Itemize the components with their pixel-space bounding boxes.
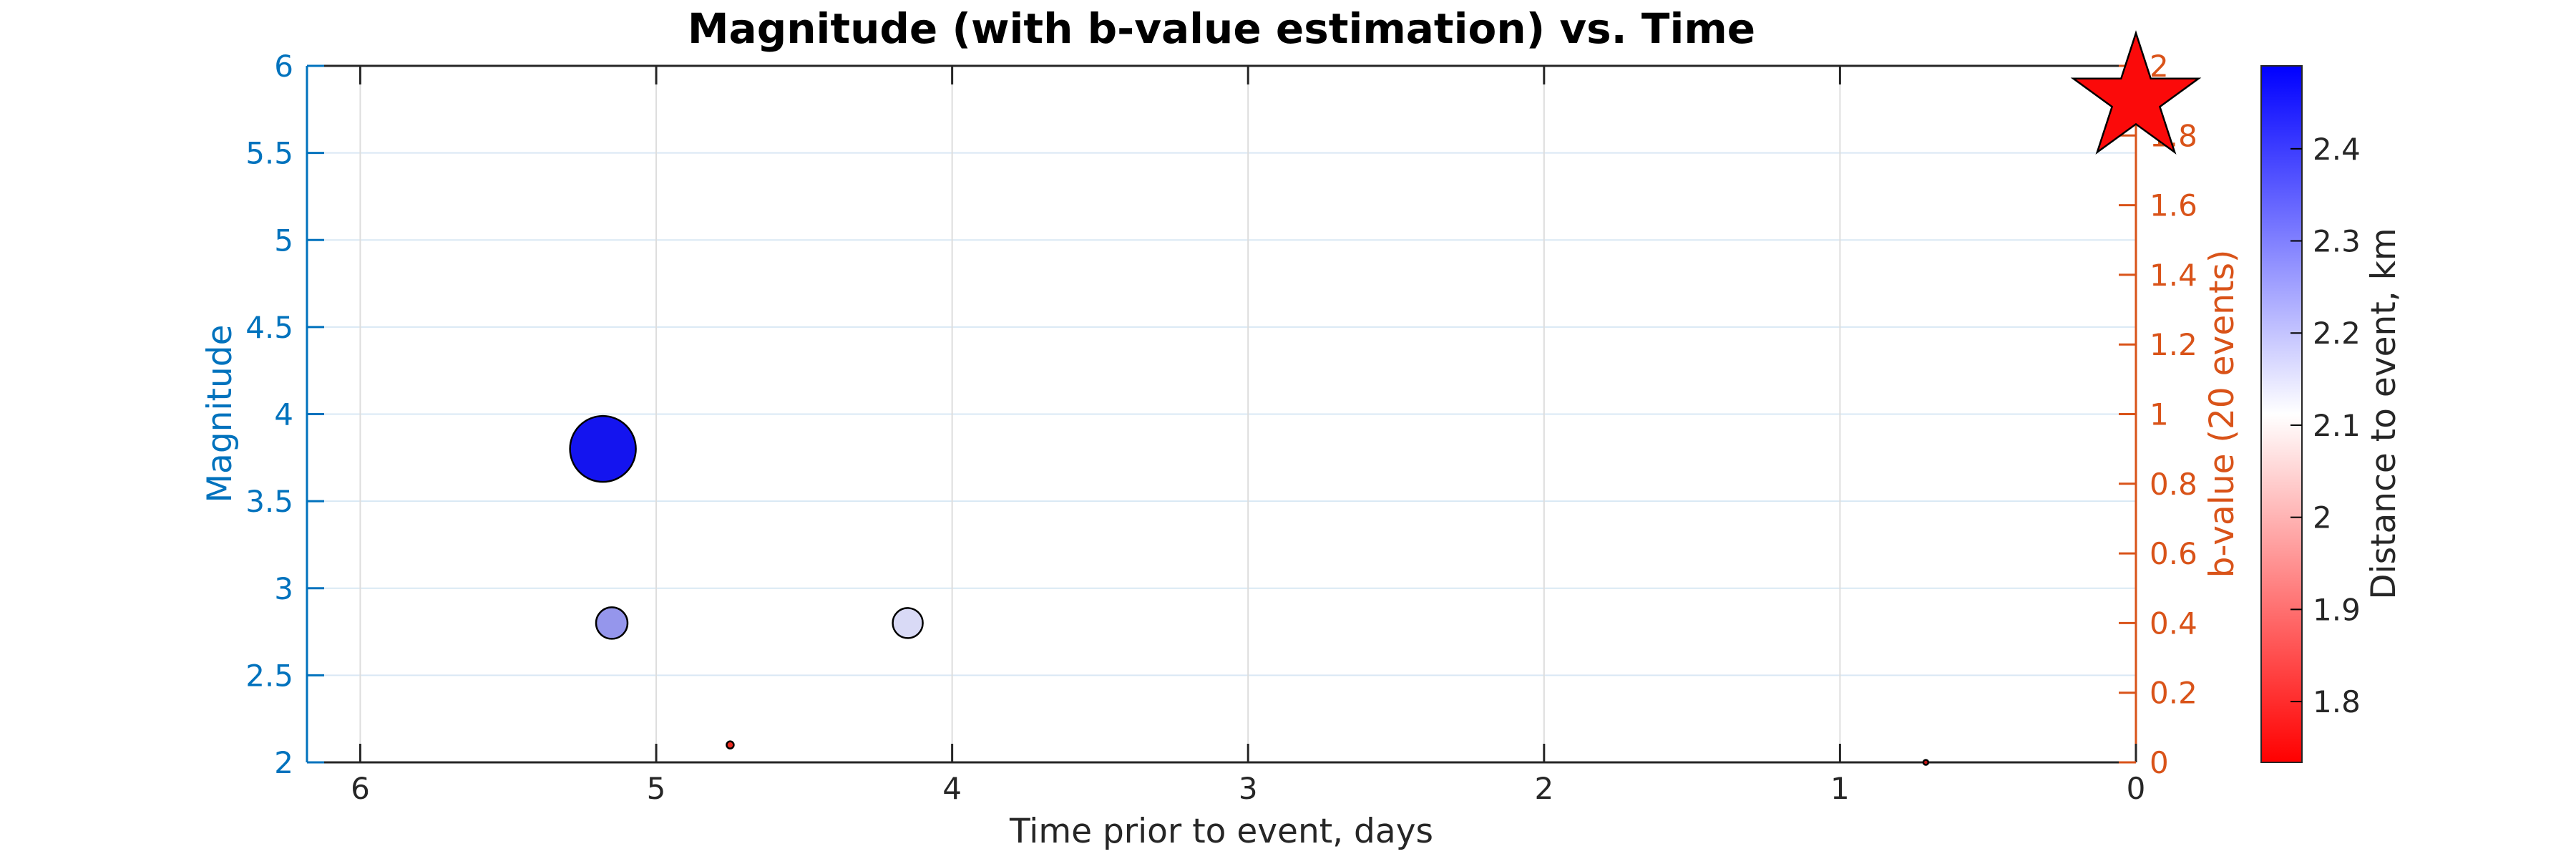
y-left-tick-label: 5 xyxy=(274,223,293,258)
y-right-tick-label: 0.2 xyxy=(2150,676,2197,711)
y-left-tick-label: 2 xyxy=(274,745,293,780)
x-tick-label: 3 xyxy=(1239,771,1258,806)
y-left-tick-label: 6 xyxy=(274,49,293,84)
y-right-tick-label: 1 xyxy=(2150,397,2169,432)
x-tick-label: 2 xyxy=(1534,771,1553,806)
x-tick-label: 5 xyxy=(647,771,666,806)
colorbar-tick-label: 2 xyxy=(2313,500,2332,535)
colorbar-tick-label: 2.1 xyxy=(2313,408,2361,443)
y-left-tick-label: 3.5 xyxy=(245,484,293,519)
colorbar-tick-label: 1.9 xyxy=(2313,592,2361,627)
chart-title: Magnitude (with b-value estimation) vs. … xyxy=(687,4,1756,53)
y-left-tick-label: 2.5 xyxy=(245,658,293,693)
x-tick-label: 4 xyxy=(942,771,962,806)
y-left-tick-label: 5.5 xyxy=(245,136,293,171)
x-tick-label: 0 xyxy=(2127,771,2146,806)
y-right-tick-label: 0.6 xyxy=(2150,536,2197,571)
data-point xyxy=(569,414,637,483)
colorbar-tick-label: 1.8 xyxy=(2313,684,2361,719)
data-point xyxy=(595,606,629,640)
y-right-tick-label: 0 xyxy=(2150,745,2169,780)
y-left-tick-label: 4.5 xyxy=(245,310,293,345)
y-right-tick-label: 1.4 xyxy=(2150,258,2197,293)
colorbar-tick-label: 2.4 xyxy=(2313,132,2361,167)
y-right-tick-label: 0.4 xyxy=(2150,606,2197,641)
x-tick-label: 1 xyxy=(1830,771,1850,806)
y-right-tick-label: 1.6 xyxy=(2150,188,2197,223)
colorbar xyxy=(2260,65,2303,763)
y-left-tick-label: 3 xyxy=(274,571,293,606)
data-point xyxy=(726,740,735,749)
data-point xyxy=(892,607,924,639)
y-left-tick-label: 4 xyxy=(274,397,293,432)
event-star-marker xyxy=(2070,30,2202,155)
colorbar-tick-label: 2.2 xyxy=(2313,316,2361,351)
y-right-tick-label: 1.2 xyxy=(2150,327,2197,362)
data-point xyxy=(1922,759,1930,766)
y-right-tick-label: 0.8 xyxy=(2150,467,2197,502)
colorbar-tick-label: 2.3 xyxy=(2313,224,2361,259)
x-tick-label: 6 xyxy=(351,771,370,806)
x-axis-label: Time prior to event, days xyxy=(1010,812,1433,851)
